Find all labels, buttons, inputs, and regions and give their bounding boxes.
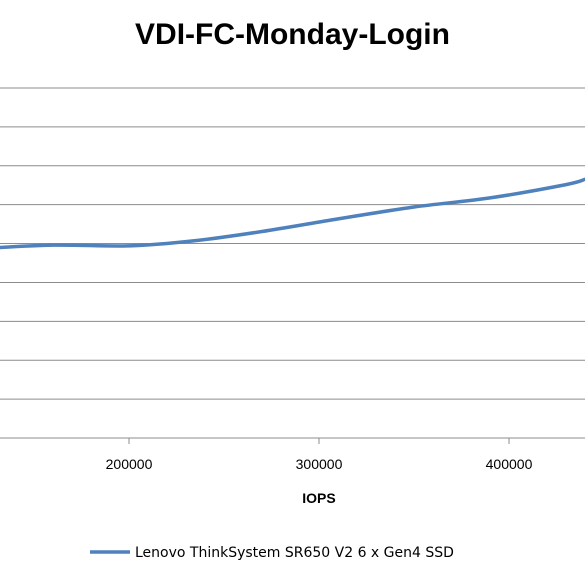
x-tick-label: 200000	[106, 456, 153, 472]
series-line	[0, 177, 585, 250]
legend-entry: Lenovo ThinkSystem SR650 V2 6 x Gen4 SSD	[135, 545, 454, 561]
x-ticks: 200000 300000 400000	[106, 438, 533, 472]
x-axis-title: IOPS	[302, 490, 335, 506]
chart-title: VDI-FC-Monday-Login	[135, 18, 450, 51]
x-tick-label: 400000	[486, 456, 533, 472]
x-tick-label: 300000	[296, 456, 343, 472]
gridlines	[0, 87, 585, 439]
